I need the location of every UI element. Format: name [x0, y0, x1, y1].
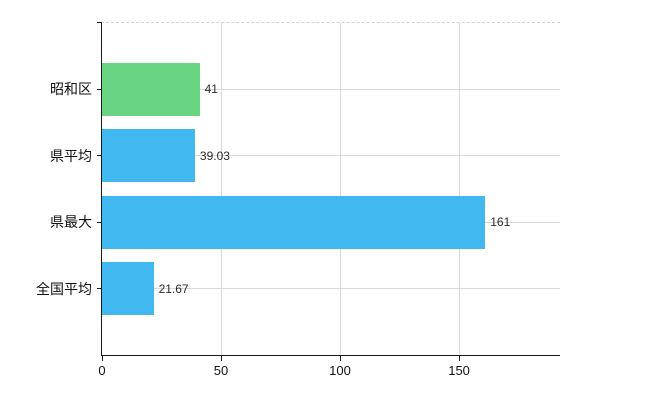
y-axis-tick [97, 88, 102, 90]
x-axis-tick [102, 356, 103, 361]
vertical-gridline [459, 23, 461, 355]
y-axis-tick [97, 288, 102, 290]
y-axis-tick [97, 155, 102, 157]
category-label: 県最大 [50, 214, 92, 231]
vertical-gridline [221, 23, 223, 355]
y-axis-top-tick [97, 22, 102, 23]
bar-2 [102, 129, 195, 183]
category-gridline [102, 288, 560, 290]
x-axis-tick-label: 0 [98, 363, 106, 378]
category-gridline [102, 155, 560, 157]
x-axis-tick [340, 356, 342, 361]
bar-value-label: 21.67 [158, 281, 189, 296]
bar-3 [102, 195, 486, 249]
plot-area: 0 50 100 150 41 昭和区 39.03 県平均 161 県最大 21.67 全国平均 [36, 22, 560, 378]
x-axis-tick [459, 356, 461, 361]
x-axis-tick-label: 50 [213, 363, 229, 378]
bar-4 [102, 262, 154, 316]
bar-value-label: 161 [490, 215, 511, 230]
x-axis-tick [221, 356, 223, 361]
category-label: 全国平均 [36, 280, 92, 297]
x-axis-tick-label: 150 [448, 363, 470, 378]
bar-1 [102, 62, 200, 116]
y-axis-tick [97, 221, 102, 223]
category-label: 県平均 [50, 147, 92, 164]
category-label: 昭和区 [50, 81, 92, 98]
category-gridline [102, 88, 560, 90]
bar-value-label: 41 [204, 82, 218, 97]
x-axis-tick-label: 100 [329, 363, 351, 378]
bar-value-label: 39.03 [199, 148, 230, 163]
vertical-gridline [340, 23, 342, 355]
